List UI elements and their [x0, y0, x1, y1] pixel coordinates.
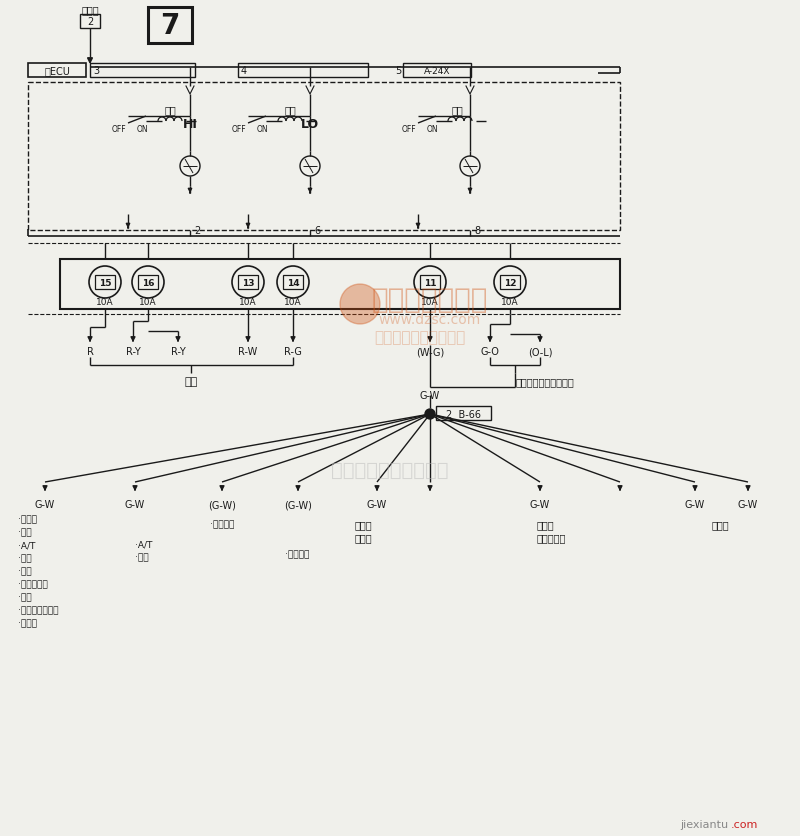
- Text: G-W: G-W: [530, 499, 550, 509]
- Text: A-24X: A-24X: [424, 66, 450, 75]
- Text: 点烟器: 点烟器: [711, 519, 729, 529]
- Text: 蓄电池: 蓄电池: [81, 5, 99, 15]
- Bar: [238, 276, 258, 289]
- Text: ·天窗: ·天窗: [18, 567, 32, 576]
- Text: 10A: 10A: [284, 297, 302, 306]
- Text: ·控制: ·控制: [18, 593, 32, 602]
- Text: 10A: 10A: [501, 297, 519, 306]
- Text: 全球最大电子采购网站: 全球最大电子采购网站: [374, 330, 466, 345]
- Text: 杭州将睿科技有限公司: 杭州将睿科技有限公司: [331, 460, 449, 479]
- Text: 15: 15: [98, 278, 111, 287]
- Text: ·尾灯、位置灯、: ·尾灯、位置灯、: [18, 606, 58, 614]
- Text: R-G: R-G: [284, 347, 302, 357]
- Text: G-W: G-W: [367, 499, 387, 509]
- Bar: [60, 260, 620, 309]
- Text: 2: 2: [87, 17, 93, 27]
- Text: 2  B-66: 2 B-66: [446, 410, 482, 420]
- Text: 14: 14: [286, 278, 299, 287]
- Text: 4: 4: [241, 66, 247, 76]
- Text: G-W: G-W: [685, 499, 705, 509]
- Bar: [28, 64, 86, 78]
- Text: ·手动空调: ·手动空调: [210, 520, 234, 529]
- Text: ·仪表: ·仪表: [135, 553, 149, 562]
- Bar: [500, 276, 520, 289]
- Bar: [28, 83, 620, 231]
- Circle shape: [340, 285, 380, 324]
- Text: ·音响: ·音响: [18, 553, 32, 563]
- Text: www.dzsc.com: www.dzsc.com: [379, 313, 481, 327]
- Text: 前ECU: 前ECU: [44, 66, 70, 76]
- Text: OFF: OFF: [402, 125, 416, 133]
- Text: R: R: [86, 347, 94, 357]
- Text: R-W: R-W: [238, 347, 258, 357]
- Bar: [436, 406, 491, 421]
- Text: ·A/T: ·A/T: [135, 540, 152, 549]
- Bar: [138, 276, 158, 289]
- Text: ·手动空调: ·手动空调: [285, 550, 310, 558]
- Text: OFF: OFF: [111, 125, 126, 133]
- Circle shape: [425, 410, 435, 420]
- Text: 3: 3: [93, 66, 99, 76]
- Text: G-O: G-O: [481, 347, 499, 357]
- Text: ON: ON: [136, 125, 148, 133]
- Bar: [95, 276, 115, 289]
- Bar: [80, 15, 100, 29]
- Text: ON: ON: [256, 125, 268, 133]
- Text: 头灯: 头灯: [164, 104, 176, 115]
- Text: 手套箱: 手套箱: [354, 519, 372, 529]
- Text: (G-W): (G-W): [284, 499, 312, 509]
- Text: 10A: 10A: [239, 297, 257, 306]
- Text: .com: .com: [731, 819, 758, 829]
- Text: (O-L): (O-L): [528, 347, 552, 357]
- Text: ·A/T: ·A/T: [18, 541, 35, 550]
- Text: ·雾灯: ·雾灯: [18, 528, 32, 537]
- Text: 头灯: 头灯: [184, 376, 198, 386]
- Text: 13: 13: [242, 278, 254, 287]
- Text: 8: 8: [474, 226, 480, 236]
- Text: 尾灯: 尾灯: [451, 104, 463, 115]
- Text: jiexiantu: jiexiantu: [680, 819, 728, 829]
- Text: OFF: OFF: [231, 125, 246, 133]
- Text: G-W: G-W: [420, 390, 440, 400]
- Text: 10A: 10A: [421, 297, 439, 306]
- Text: 头灯: 头灯: [284, 104, 296, 115]
- Text: G-W: G-W: [35, 499, 55, 509]
- Bar: [403, 64, 471, 78]
- Text: 6: 6: [314, 226, 320, 236]
- Text: 7: 7: [160, 12, 180, 40]
- Text: 10A: 10A: [96, 297, 114, 306]
- Text: 2: 2: [194, 226, 200, 236]
- Text: 照明灯: 照明灯: [354, 533, 372, 543]
- Text: ·牌照灯: ·牌照灯: [18, 619, 37, 628]
- Bar: [283, 276, 303, 289]
- Text: 16: 16: [142, 278, 154, 287]
- Bar: [238, 64, 368, 78]
- Text: G-W: G-W: [125, 499, 145, 509]
- Text: LO: LO: [301, 117, 319, 130]
- Bar: [90, 64, 195, 78]
- Text: (G-W): (G-W): [208, 499, 236, 509]
- Text: R-Y: R-Y: [170, 347, 186, 357]
- Text: HI: HI: [182, 117, 198, 130]
- Text: 5: 5: [395, 66, 402, 76]
- Text: 危险警告灯: 危险警告灯: [537, 533, 566, 543]
- Bar: [420, 276, 440, 289]
- Text: R-Y: R-Y: [126, 347, 140, 357]
- Text: 11: 11: [424, 278, 436, 287]
- Text: ON: ON: [426, 125, 438, 133]
- Bar: [148, 8, 192, 44]
- Text: 12: 12: [504, 278, 516, 287]
- Text: ·电子钟: ·电子钟: [18, 515, 37, 524]
- Text: 尾灯、位置灯、牌照灯: 尾灯、位置灯、牌照灯: [516, 376, 574, 386]
- Text: (W-G): (W-G): [416, 347, 444, 357]
- Text: 10A: 10A: [139, 297, 157, 306]
- Text: 维库电子市场网: 维库电子市场网: [372, 286, 488, 314]
- Text: G-W: G-W: [738, 499, 758, 509]
- Text: ·后视镜收缩: ·后视镜收缩: [18, 580, 48, 589]
- Text: 方向和: 方向和: [537, 519, 554, 529]
